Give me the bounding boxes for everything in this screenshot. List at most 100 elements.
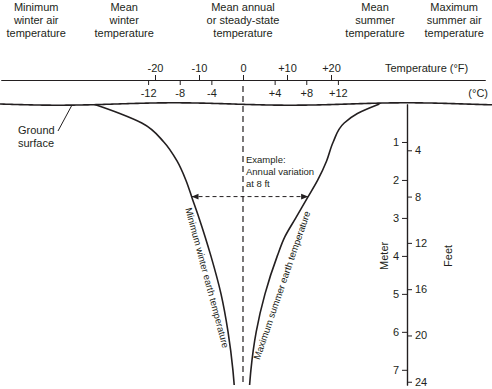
y-axis-ft-tick-label: 12	[415, 237, 427, 249]
x-axis-c-tick-label: -8	[175, 87, 185, 99]
reference-label-line: temperature	[7, 27, 66, 39]
series-line	[250, 104, 380, 385]
x-axis-f-tick-mark	[287, 75, 288, 80]
reference-label-line: summer air	[427, 14, 482, 26]
reference-label-line: Mean	[110, 1, 138, 13]
x-axis-f-tick-label: +10	[278, 62, 297, 74]
annotation-line: Example:	[246, 154, 286, 165]
x-axis-c-tick-label: +4	[269, 87, 282, 99]
reference-label-line: winter	[109, 14, 140, 26]
y-axis-m-tick-mark	[402, 294, 407, 295]
reference-label-line: temperature	[425, 27, 484, 39]
reference-label: Maximumsummer airtemperature	[425, 1, 484, 39]
reference-label-line: temperature	[213, 27, 272, 39]
reference-label: Meansummertemperature	[345, 1, 404, 39]
x-axis-c-tick: -8	[175, 80, 185, 99]
x-axis-f-tick-mark	[243, 75, 244, 80]
y-axis-m-tick-label: 3	[393, 212, 399, 224]
y-axis-m-tick-label: 5	[393, 288, 399, 300]
reference-label-line: or steady-state	[207, 14, 280, 26]
reference-label-line: Maximum	[430, 1, 478, 13]
x-axis-f-tick-mark	[331, 75, 332, 80]
y-axis-ft: 4 8 12 16 20 24	[407, 105, 427, 388]
y-axis-ft-line	[407, 105, 408, 386]
reference-label-line: winter air	[13, 14, 59, 26]
x-axis-f: -20 -10 0 +10 +20	[2, 62, 486, 81]
y-axis-m-tick-mark	[402, 256, 407, 257]
y-axis-m-tick: 7	[393, 364, 407, 376]
y-axis-m-tick-label: 2	[393, 174, 399, 186]
x-axis-c-tick-label: -12	[141, 87, 157, 99]
x-axis-f-tick: +20	[322, 62, 341, 80]
annotation-text: Example:Annual variationat 8 ft	[246, 154, 314, 189]
y-axis-ft-tick: 20	[407, 329, 427, 341]
ground-label-line: Ground	[18, 124, 55, 136]
y-axis-m-tick-mark	[402, 370, 407, 371]
y-axis-ft-tick-label: 16	[415, 283, 427, 295]
x-axis-f-tick-mark	[199, 75, 200, 80]
reference-labels: Minimumwinter airtemperatureMeanwinterte…	[7, 1, 484, 39]
y-axis-ft-tick: 24	[407, 376, 427, 388]
y-axis-ft-tick-mark	[407, 197, 412, 198]
x2-axis-title: (°C)	[468, 87, 488, 99]
x-axis-c-tick: +8	[300, 80, 313, 99]
x-axis-c-tick: +12	[329, 80, 348, 99]
reference-label: Minimumwinter airtemperature	[7, 1, 66, 39]
y-axis-m-tick: 3	[393, 212, 407, 224]
x-axis-f-tick-label: -20	[148, 62, 164, 74]
chart: -20 -10 0 +10 +20 -12 -8 -4 +4 +8 +12 Temperature (…	[0, 0, 492, 389]
y-axis-title: Meter	[378, 241, 390, 269]
series-label: Minimum winter earth temperature	[183, 206, 231, 349]
y-axis-ft-tick: 4	[407, 144, 421, 156]
series-line	[93, 104, 234, 385]
y-axis-m-tick-label: 4	[393, 250, 399, 262]
x-axis-title: Temperature (°F)	[385, 62, 468, 74]
y-axis-m-tick-mark	[402, 142, 407, 143]
y-axis-m-tick-label: 7	[393, 364, 399, 376]
x-axis-c-tick-label: +12	[329, 87, 348, 99]
ground-label: Groundsurface	[18, 124, 55, 149]
mean-line	[242, 86, 243, 385]
x-axis-f-tick: 0	[240, 62, 246, 80]
plot-area	[93, 104, 379, 385]
x-axis-f-tick: -10	[192, 62, 208, 80]
x-axis-c-tick-mark	[180, 80, 181, 85]
reference-label: Meanwintertemperature	[95, 1, 154, 39]
y-axis-ft-tick-label: 8	[415, 191, 421, 203]
y-axis-ft-tick: 12	[407, 237, 427, 249]
y-axis-ft-tick: 8	[407, 191, 421, 203]
series-label: Maximum summer earth temperature	[251, 209, 312, 360]
reference-label-line: temperature	[345, 27, 404, 39]
y-axis-ft-tick-mark	[407, 150, 412, 151]
reference-label-line: temperature	[95, 27, 154, 39]
x-axis-c-tick-mark	[306, 80, 307, 85]
x-axis-c-tick-mark	[338, 80, 339, 85]
x-axis-f-tick-mark	[155, 75, 156, 80]
y-axis-m-tick: 1	[393, 136, 407, 148]
y-axis-ft-tick: 16	[407, 283, 427, 295]
x-axis-c-tick: -4	[207, 80, 217, 99]
y-axis-m-tick: 2	[393, 174, 407, 186]
y-axis-m: 1 2 3 4 5 6 7	[393, 105, 408, 386]
y-axis-ft-tick-label: 20	[415, 329, 427, 341]
y-axis-m-tick-mark	[402, 332, 407, 333]
x-axis-f-tick: -20	[148, 62, 164, 80]
y-axis-m-tick: 4	[393, 250, 407, 262]
ground-leader	[58, 105, 72, 131]
reference-label-line: Mean	[361, 1, 389, 13]
ground-surface	[0, 103, 492, 105]
x-axis-c-tick: -12	[141, 80, 157, 99]
ground-label-line: surface	[18, 137, 54, 149]
y-axis-ft-tick-label: 24	[415, 376, 427, 388]
x-axis-c-tick-mark	[211, 80, 212, 85]
y-axis-m-tick-label: 6	[393, 326, 399, 338]
x-axis-c-tick: +4	[269, 80, 282, 99]
x-axis-c-tick-mark	[275, 80, 276, 85]
y2-axis-title: Feet	[442, 245, 454, 267]
x-axis-f-tick-label: 0	[240, 62, 246, 74]
x-axis-f-tick-label: +20	[322, 62, 341, 74]
annotation-line: at 8 ft	[246, 178, 270, 189]
x-axis-f-tick-label: -10	[192, 62, 208, 74]
x-axis-c-line	[2, 80, 486, 81]
y-axis-ft-tick-mark	[407, 335, 412, 336]
